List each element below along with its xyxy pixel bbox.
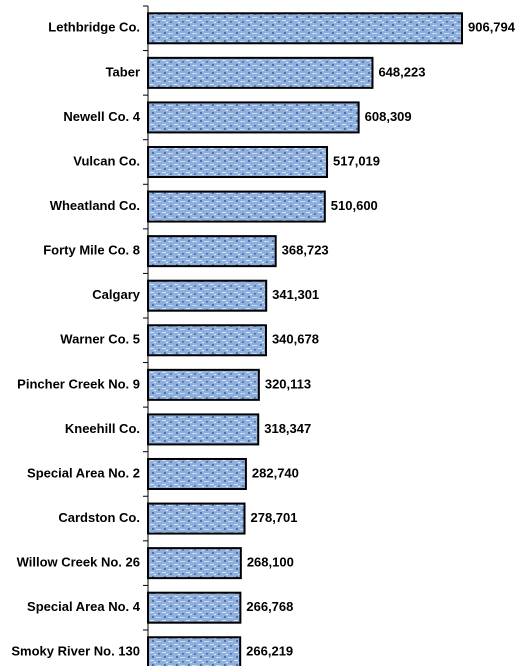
value-label: 608,309 [365,109,412,124]
value-label: 318,347 [264,421,311,436]
bar [147,368,260,401]
category-label: Calgary [92,287,140,302]
category-label: Vulcan Co. [73,153,140,168]
value-label: 266,219 [246,644,293,659]
value-label: 517,019 [333,153,380,168]
value-label: 340,678 [272,332,319,347]
bar [147,235,277,268]
bar [147,324,267,357]
value-label: 278,701 [251,510,298,525]
category-label: Special Area No. 2 [27,465,140,480]
value-label: 510,600 [331,198,378,213]
value-label: 341,301 [272,287,319,302]
bar [147,190,326,223]
bar [147,591,242,624]
bar [147,101,360,134]
category-label: Newell Co. 4 [63,109,140,124]
category-label: Wheatland Co. [50,198,140,213]
value-label: 320,113 [265,376,311,391]
category-label: Warner Co. 5 [60,332,140,347]
category-label: Taber [106,64,140,79]
value-label: 906,794 [468,20,516,35]
value-label: 266,768 [246,599,293,614]
value-label: 282,740 [252,465,299,480]
bar [147,12,463,45]
category-label: Cardston Co. [58,510,140,525]
value-label: 368,723 [282,243,329,258]
bar [147,502,246,535]
bar [147,413,260,446]
bar [147,145,329,178]
category-label: Lethbridge Co. [48,20,140,35]
bar [147,547,242,580]
bar [147,636,242,666]
category-label: Kneehill Co. [65,421,140,436]
category-label: Pincher Creek No. 9 [17,376,140,391]
category-label: Forty Mile Co. 8 [43,243,140,258]
value-label: 268,100 [247,555,294,570]
category-label: Willow Creek No. 26 [17,555,140,570]
bar [147,56,374,89]
bar [147,457,247,490]
category-label: Smoky River No. 130 [11,644,140,659]
bar [147,279,268,312]
category-label: Special Area No. 4 [27,599,141,614]
value-label: 648,223 [378,64,425,79]
